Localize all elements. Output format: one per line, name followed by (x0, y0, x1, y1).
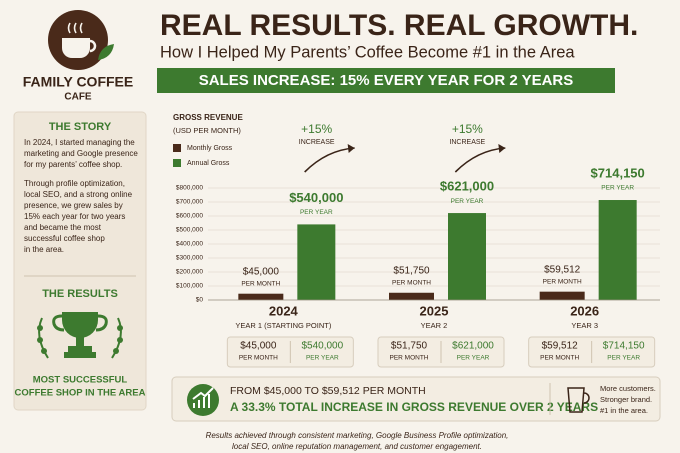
box-unit: PER YEAR (457, 355, 490, 362)
value-unit: PER YEAR (300, 209, 333, 216)
value-label: $45,000 (243, 266, 280, 277)
y-tick-label: $800,000 (176, 185, 203, 192)
box-value: $540,000 (301, 341, 343, 352)
box-value: $59,512 (542, 341, 579, 352)
annotation-arrowhead (498, 144, 506, 153)
trophy-icon (37, 312, 123, 359)
value-label: $714,150 (591, 165, 645, 180)
value-label: $540,000 (289, 190, 343, 205)
results-text: MOST SUCCESSFUL (33, 375, 128, 386)
bar (448, 213, 486, 300)
value-unit: PER MONTH (241, 280, 280, 287)
results-text: COFFEE SHOP IN THE AREA (15, 388, 146, 399)
annotation: +15% (452, 122, 483, 136)
summary-line1: FROM $45,000 TO $59,512 PER MONTH (230, 385, 426, 397)
x-tick-label: 2026 (570, 303, 599, 318)
logo-name: FAMILY COFFEE (23, 74, 133, 90)
story-text: presence, we grew sales by (24, 201, 123, 210)
box-unit: PER MONTH (390, 355, 429, 362)
chart-subtitle: (USD PER MONTH) (173, 126, 241, 135)
y-tick-label: $300,000 (176, 255, 203, 262)
title: REAL RESULTS. REAL GROWTH. (160, 9, 638, 42)
bar (389, 292, 434, 300)
value-unit: PER MONTH (392, 279, 431, 286)
story-text: for my parents’ coffee shop. (24, 160, 122, 169)
legend-label: Annual Gross (187, 160, 230, 167)
story-text: in the area. (24, 245, 64, 254)
story-text: 15% each year for two years (24, 212, 125, 221)
value-label: $59,512 (544, 264, 581, 275)
story-text: successful coffee shop (24, 234, 105, 243)
logo-sub: CAFE (64, 92, 92, 103)
box-unit: PER YEAR (306, 355, 339, 362)
annotation-arrowhead (347, 144, 355, 153)
chart-title: GROSS REVENUE (173, 113, 243, 122)
story-text: and became the most (24, 223, 102, 232)
summary-box (171, 376, 661, 422)
footer: Results achieved through consistent mark… (206, 431, 509, 440)
legend-swatch (173, 144, 181, 152)
logo-icon (48, 10, 114, 70)
value-unit: PER YEAR (601, 185, 634, 192)
growth-icon-lines (192, 387, 214, 408)
y-tick-label: $500,000 (176, 227, 203, 234)
story-text: local SEO, and a strong online (24, 190, 133, 199)
x-tick-label: 2024 (269, 303, 299, 318)
annotation: +15% (301, 122, 332, 136)
box-unit: PER MONTH (239, 355, 278, 362)
value-unit: PER MONTH (543, 278, 582, 285)
summary-aside: More customers. (600, 384, 656, 393)
legend-swatch (173, 159, 181, 167)
annotation-sub: INCREASE (449, 139, 485, 146)
summary-aside: #1 in the area. (600, 406, 648, 415)
y-tick-label: $100,000 (176, 283, 203, 290)
sidebar (13, 111, 147, 411)
banner (157, 68, 615, 93)
story-text: Through profile optimization, (24, 179, 125, 188)
story-title: THE STORY (49, 121, 112, 133)
x-tick-sublabel: YEAR 3 (571, 321, 598, 330)
story-text: In 2024, I started managing the (24, 138, 135, 147)
summary-aside: Stronger brand. (600, 395, 652, 404)
y-tick-label: $600,000 (176, 213, 203, 220)
box-unit: PER MONTH (540, 355, 579, 362)
subtitle: How I Helped My Parents’ Coffee Become #… (160, 43, 575, 61)
y-tick-label: $0 (196, 297, 204, 304)
x-tick-sublabel: YEAR 2 (421, 321, 448, 330)
cup-icon (567, 387, 590, 413)
bar (539, 291, 585, 300)
y-tick-label: $700,000 (176, 199, 203, 206)
bar (238, 293, 284, 300)
bar (297, 224, 336, 300)
bar (598, 200, 637, 300)
story-text: marketing and Google presence (24, 149, 138, 158)
box-value: $714,150 (603, 341, 645, 352)
banner-text: SALES INCREASE: 15% EVERY YEAR FOR 2 YEA… (199, 72, 574, 89)
y-tick-label: $400,000 (176, 241, 203, 248)
box-value: $45,000 (240, 341, 277, 352)
box-unit: PER YEAR (607, 355, 640, 362)
box-value: $621,000 (452, 341, 494, 352)
results-title: THE RESULTS (42, 288, 118, 300)
value-unit: PER YEAR (451, 198, 484, 205)
footer: local SEO, online reputation management,… (232, 442, 482, 451)
x-tick-sublabel: YEAR 1 (STARTING POINT) (235, 321, 331, 330)
value-label: $621,000 (440, 178, 494, 193)
value-label: $51,750 (393, 265, 430, 276)
x-tick-label: 2025 (420, 303, 449, 318)
summary-line2: A 33.3% TOTAL INCREASE IN GROSS REVENUE … (230, 400, 598, 414)
legend-label: Monthly Gross (187, 145, 233, 152)
annotation-sub: INCREASE (299, 139, 335, 146)
box-value: $51,750 (391, 341, 428, 352)
y-tick-label: $200,000 (176, 269, 203, 276)
